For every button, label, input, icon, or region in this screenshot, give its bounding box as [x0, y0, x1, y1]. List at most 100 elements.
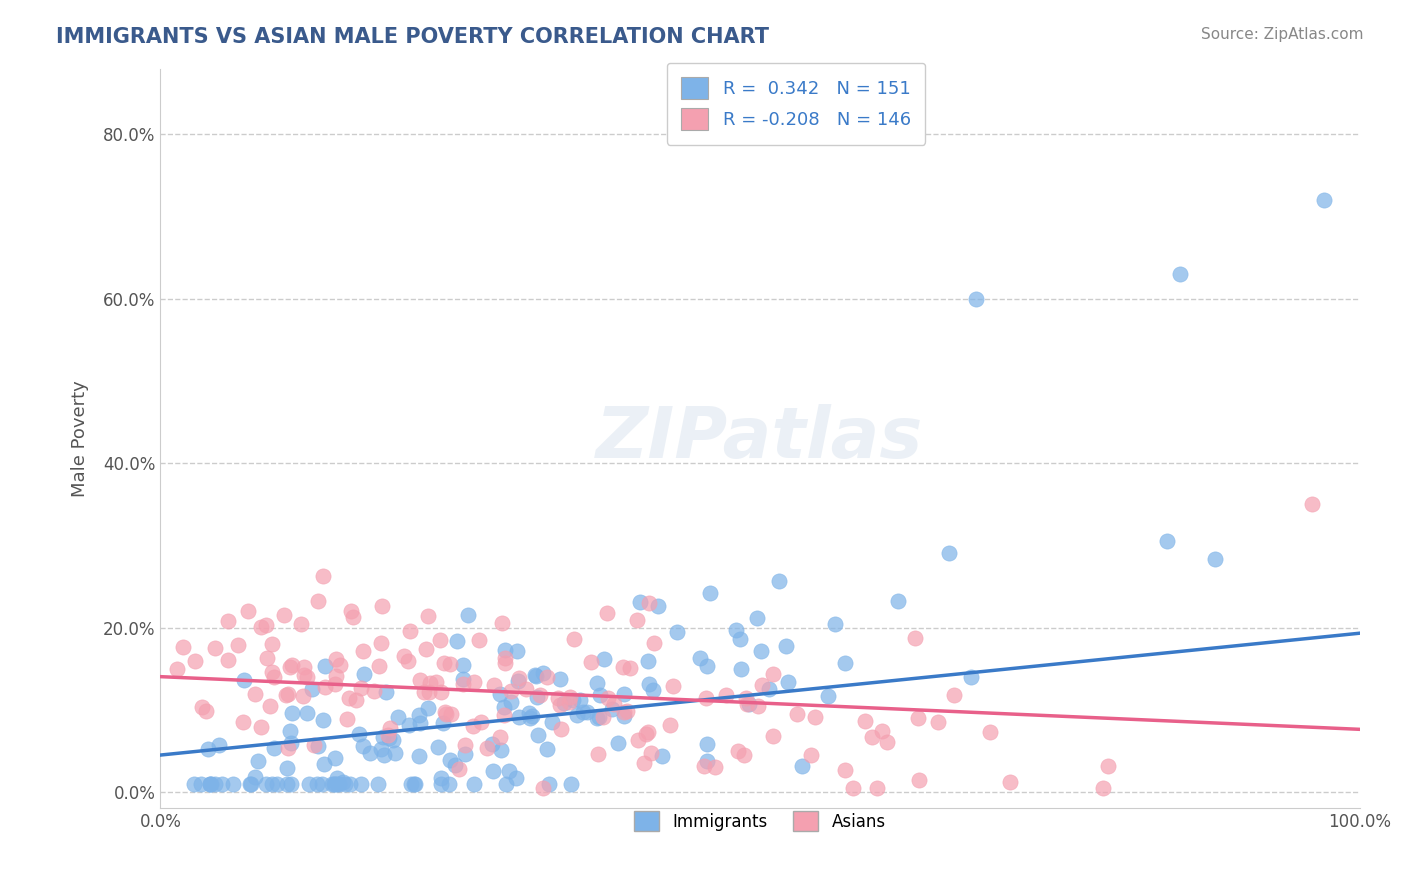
Point	[363, 683, 385, 698]
Point	[280, 736, 302, 750]
Point	[292, 660, 315, 674]
Point	[834, 763, 856, 777]
Point	[696, 755, 718, 769]
Point	[276, 761, 298, 775]
Point	[714, 688, 737, 702]
Point	[508, 671, 530, 685]
Point	[245, 770, 267, 784]
Point	[305, 777, 328, 791]
Point	[409, 673, 432, 688]
Point	[437, 777, 460, 791]
Point	[481, 737, 503, 751]
Point	[637, 653, 659, 667]
Point	[277, 740, 299, 755]
Point	[596, 690, 619, 705]
Point	[1168, 267, 1191, 281]
Point	[415, 642, 437, 657]
Text: Source: ZipAtlas.com: Source: ZipAtlas.com	[1201, 27, 1364, 42]
Point	[451, 672, 474, 686]
Point	[373, 730, 395, 744]
Point	[183, 777, 205, 791]
Point	[904, 632, 927, 646]
Point	[1000, 774, 1022, 789]
Point	[571, 705, 593, 719]
Point	[627, 733, 650, 747]
Point	[494, 657, 516, 671]
Point	[634, 727, 657, 741]
Point	[183, 654, 205, 668]
Point	[965, 292, 987, 306]
Point	[277, 687, 299, 701]
Point	[494, 708, 516, 723]
Point	[433, 706, 456, 720]
Point	[337, 690, 360, 705]
Point	[538, 777, 561, 791]
Point	[786, 707, 808, 722]
Point	[938, 546, 960, 560]
Point	[325, 669, 347, 683]
Point	[314, 659, 336, 673]
Point	[295, 669, 318, 683]
Point	[382, 732, 405, 747]
Point	[446, 633, 468, 648]
Point	[194, 704, 217, 718]
Point	[280, 724, 302, 739]
Point	[579, 655, 602, 669]
Point	[392, 648, 415, 663]
Point	[1204, 552, 1226, 566]
Point	[762, 667, 785, 681]
Point	[217, 614, 239, 628]
Point	[291, 689, 314, 703]
Point	[494, 651, 516, 665]
Point	[562, 692, 585, 706]
Point	[768, 574, 790, 589]
Point	[607, 736, 630, 750]
Point	[367, 777, 389, 791]
Point	[613, 706, 636, 720]
Point	[323, 677, 346, 691]
Point	[489, 743, 512, 757]
Point	[326, 777, 349, 791]
Point	[377, 731, 399, 745]
Point	[643, 636, 665, 650]
Point	[482, 764, 505, 778]
Point	[637, 677, 659, 691]
Point	[263, 741, 285, 756]
Point	[259, 699, 281, 714]
Point	[217, 653, 239, 667]
Point	[321, 777, 343, 791]
Point	[371, 599, 394, 613]
Point	[565, 707, 588, 722]
Point	[332, 775, 354, 789]
Point	[817, 689, 839, 703]
Point	[329, 657, 352, 672]
Point	[375, 685, 398, 699]
Point	[312, 713, 335, 727]
Point	[593, 651, 616, 665]
Point	[616, 704, 638, 718]
Point	[301, 681, 323, 696]
Point	[200, 777, 222, 791]
Point	[628, 595, 651, 609]
Point	[233, 673, 256, 687]
Point	[314, 680, 336, 694]
Point	[575, 706, 598, 720]
Point	[730, 663, 752, 677]
Point	[501, 695, 523, 709]
Point	[1312, 193, 1334, 207]
Point	[491, 616, 513, 631]
Point	[430, 685, 453, 699]
Point	[197, 741, 219, 756]
Point	[359, 746, 381, 760]
Point	[204, 777, 226, 791]
Point	[960, 669, 983, 683]
Point	[226, 639, 249, 653]
Point	[290, 616, 312, 631]
Point	[352, 643, 374, 657]
Point	[659, 717, 682, 731]
Point	[463, 719, 485, 733]
Point	[495, 777, 517, 791]
Point	[758, 681, 780, 696]
Point	[489, 730, 512, 744]
Point	[533, 780, 555, 795]
